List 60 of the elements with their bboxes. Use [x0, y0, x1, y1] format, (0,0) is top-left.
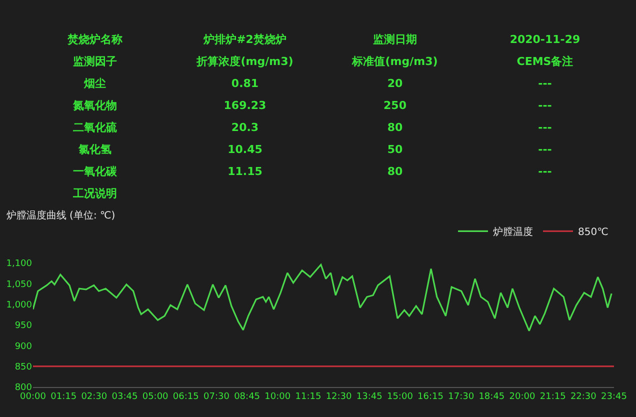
text: --- — [538, 164, 552, 178]
text: --- — [538, 120, 552, 134]
line-series — [33, 264, 612, 332]
text: 标准值(mg/m3) — [352, 54, 438, 68]
x-tick-label: 22:30 — [570, 392, 597, 402]
y-tick-label: 800 — [14, 383, 32, 394]
x-tick-label: 17:30 — [448, 392, 474, 402]
legend-label: 850℃ — [578, 227, 608, 238]
y-tick-label: 900 — [14, 342, 32, 352]
x-tick-label: 20:00 — [509, 392, 536, 402]
x-tick-label: 10:00 — [264, 392, 291, 402]
text: 11.15 — [228, 164, 262, 178]
y-tick-label: 850 — [14, 362, 32, 372]
text: --- — [538, 98, 552, 112]
text: --- — [538, 142, 552, 156]
text: 工况说明 — [73, 186, 117, 200]
x-tick-label: 01:15 — [50, 392, 77, 402]
y-tick-label: 950 — [14, 321, 32, 332]
x-tick-label: 06:15 — [172, 392, 199, 402]
x-tick-label: 13:45 — [356, 392, 382, 402]
x-tick-label: 15:00 — [386, 392, 414, 402]
text: 20 — [387, 76, 403, 90]
text: 250 — [384, 98, 406, 112]
text: 折算浓度(mg/m3) — [196, 54, 294, 68]
text: 焚烧炉名称 — [68, 32, 122, 46]
y-tick-label: 1,050 — [6, 280, 32, 290]
x-tick-label: 18:45 — [478, 392, 505, 402]
text: 监测因子 — [73, 54, 117, 68]
y-tick-label: 1,100 — [6, 259, 32, 270]
x-tick-label: 21:15 — [540, 392, 566, 402]
x-tick-label: 00:00 — [20, 392, 46, 402]
x-tick-label: 08:45 — [234, 392, 260, 402]
text: 氯化氢 — [78, 142, 112, 156]
chart-title: 炉膛温度曲线 (单位: ℃) — [6, 209, 116, 222]
text: 169.23 — [224, 98, 266, 112]
x-tick-label: 07:30 — [204, 392, 230, 402]
x-tick-label: 05:00 — [142, 392, 169, 402]
x-tick-label: 02:30 — [81, 392, 108, 402]
x-tick-label: 03:45 — [112, 392, 138, 402]
text: 烟尘 — [84, 76, 106, 90]
text: 监测日期 — [373, 32, 417, 46]
legend-label: 炉膛温度 — [493, 226, 533, 238]
text: 炉排炉#2焚烧炉 — [204, 32, 286, 46]
x-tick-label: 16:15 — [418, 392, 444, 402]
x-tick-label: 23:45 — [601, 392, 627, 402]
text: CEMS备注 — [516, 54, 574, 68]
x-tick-label: 11:15 — [295, 392, 322, 402]
text: 20.3 — [231, 120, 259, 134]
x-tick-label: 12:30 — [326, 392, 352, 402]
text: 一氧化碳 — [73, 164, 117, 178]
text: 80 — [387, 120, 403, 134]
text: 50 — [387, 142, 403, 156]
text: 80 — [387, 164, 403, 178]
text: 10.45 — [228, 142, 262, 156]
text: 0.81 — [231, 76, 259, 90]
text: --- — [538, 76, 552, 90]
text: 氮氧化物 — [73, 98, 117, 112]
text: 2020-11-29 — [510, 32, 580, 46]
y-tick-label: 1,000 — [6, 300, 32, 310]
text: 二氧化硫 — [73, 120, 117, 134]
